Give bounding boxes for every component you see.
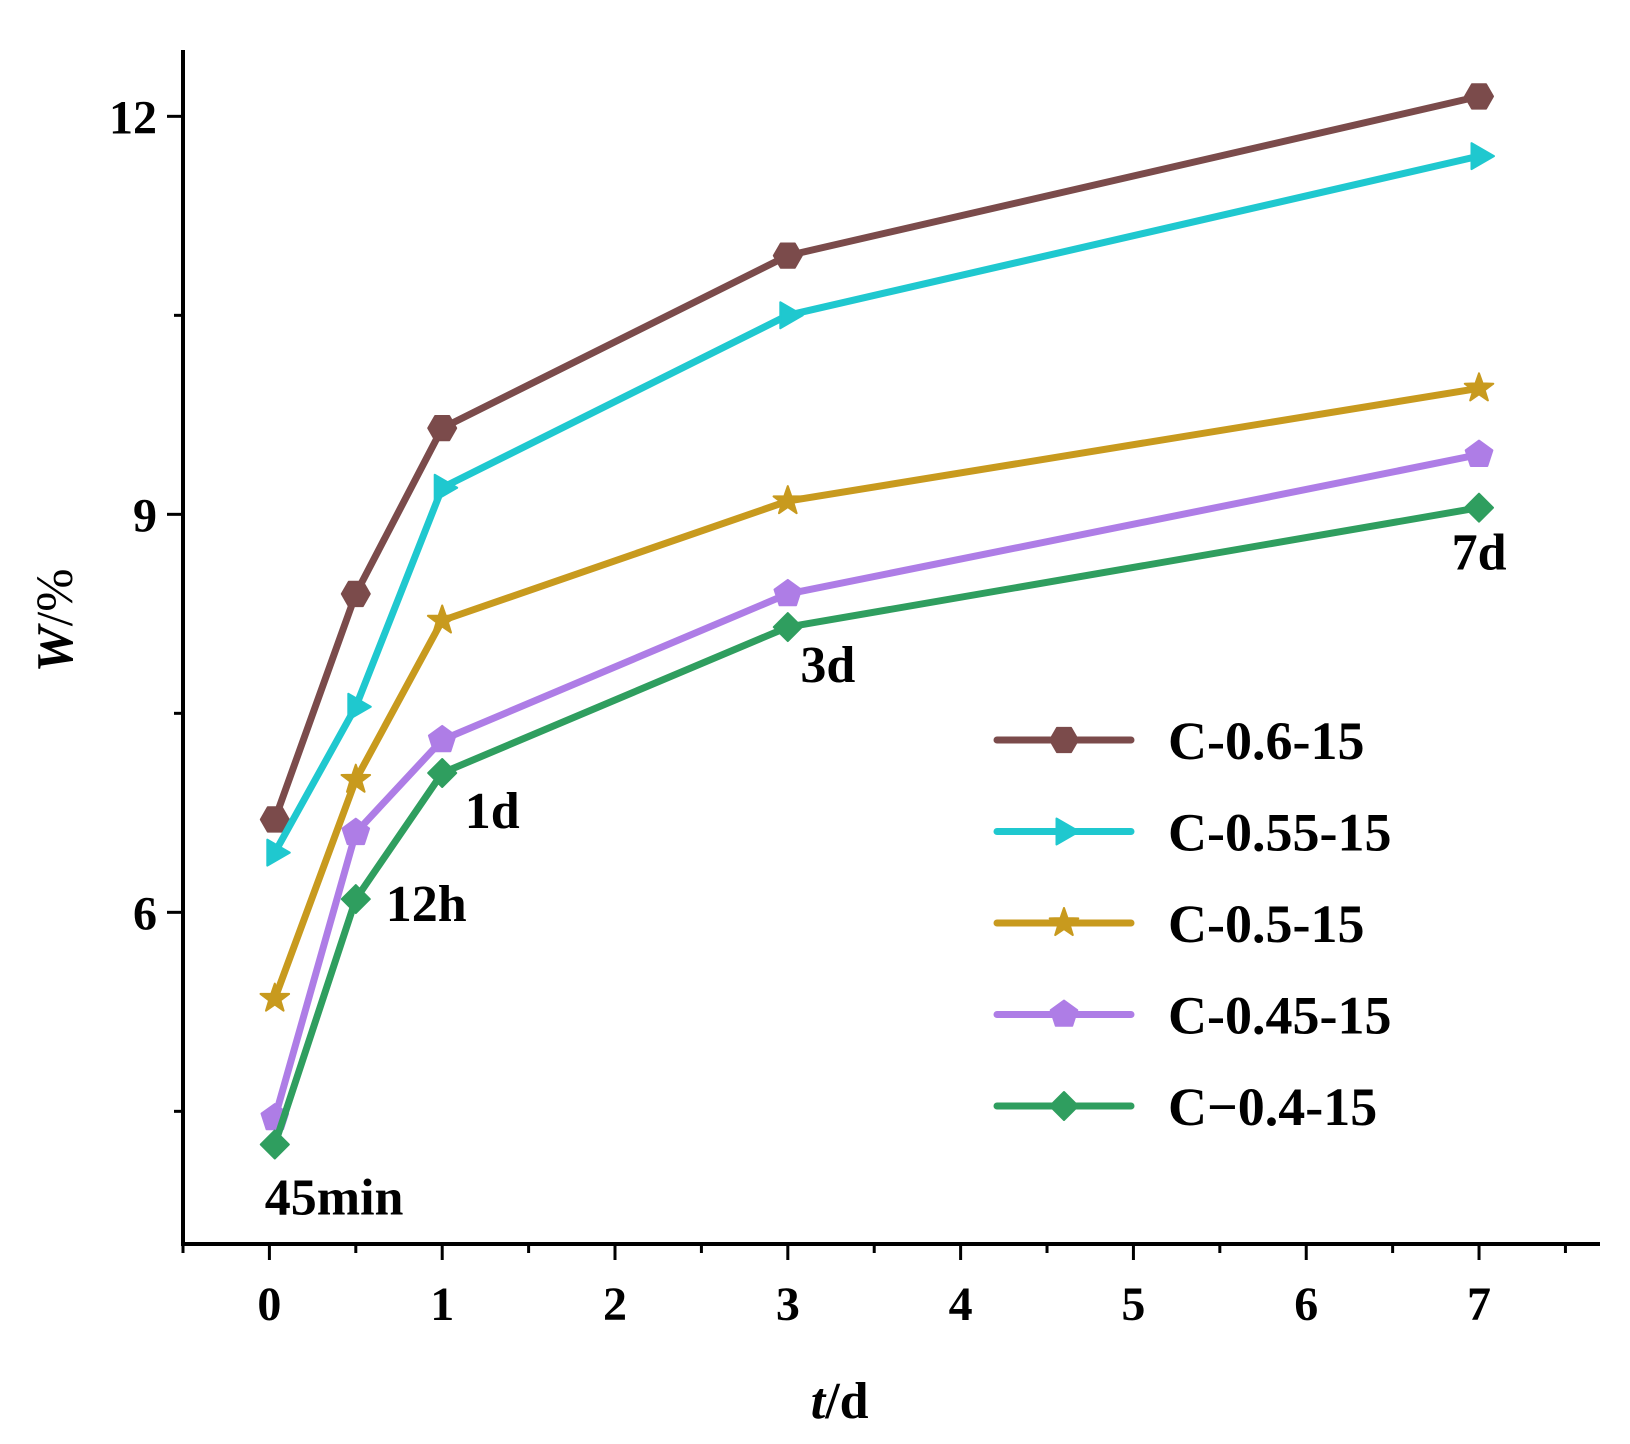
data-point [259, 1129, 290, 1160]
data-point [1470, 142, 1495, 171]
legend-item: C-0.6-15 [993, 711, 1364, 771]
data-point [1464, 83, 1494, 110]
y-tick-label: 9 [133, 489, 157, 542]
data-point [433, 473, 459, 502]
y-axis-title-unit: % [27, 568, 84, 611]
y-tick-label: 12 [109, 91, 157, 144]
time-annotation: 1d [465, 783, 520, 840]
x-tick-label: 4 [949, 1278, 973, 1331]
data-point [340, 884, 371, 915]
data-point [427, 758, 458, 788]
time-annotation: 7d [1452, 525, 1507, 582]
data-point [772, 485, 804, 515]
legend-item: C-0.5-15 [993, 894, 1364, 954]
data-point [340, 580, 371, 608]
legend-label: C-0.6-15 [1168, 711, 1364, 771]
legend-label: C-0.45-15 [1168, 986, 1391, 1046]
data-point [1463, 372, 1495, 402]
x-tick-label: 3 [776, 1278, 800, 1331]
data-point [426, 604, 458, 634]
legend-swatch-marker [1049, 1091, 1079, 1121]
data-point [1464, 439, 1494, 467]
legend-swatch-marker [1055, 817, 1080, 846]
x-axis-title-sep: / [824, 1373, 840, 1430]
y-axis-title-sep: / [27, 611, 84, 626]
x-tick-label: 2 [603, 1278, 627, 1331]
data-point [772, 242, 803, 269]
data-point [341, 817, 371, 846]
x-tick-label: 0 [257, 1278, 281, 1331]
legend-item: C−0.4-15 [993, 1077, 1377, 1137]
time-annotation: 12h [386, 876, 467, 933]
data-point [779, 301, 804, 330]
x-tick-label: 5 [1121, 1278, 1145, 1331]
x-axis-title-var: t [811, 1373, 827, 1430]
legend-label: C-0.55-15 [1168, 803, 1391, 863]
data-point [772, 612, 803, 643]
data-point [1464, 492, 1494, 523]
series-1 [259, 83, 1494, 833]
data-point [266, 838, 291, 867]
x-axis-title-unit: d [840, 1373, 869, 1430]
data-point [427, 724, 457, 753]
annotations-layer: 45min 12h 1d 3d 7d [265, 525, 1507, 1227]
legend-swatch-marker [1048, 907, 1080, 937]
y-axis-title-var: W [27, 622, 84, 672]
data-point [773, 578, 803, 607]
legend-item: C-0.45-15 [993, 986, 1391, 1046]
series-2 [266, 142, 1495, 867]
data-point [259, 806, 290, 833]
x-tick-label: 7 [1467, 1278, 1491, 1331]
series-4 [260, 439, 1494, 1131]
data-point [259, 982, 291, 1012]
legend-label: C−0.4-15 [1168, 1077, 1377, 1137]
y-axis-title: W/% [27, 568, 84, 672]
legend-swatch-marker [1049, 999, 1079, 1027]
x-tick-label: 6 [1294, 1278, 1318, 1331]
x-axis-title: t/d [811, 1373, 869, 1430]
time-annotation: 45min [265, 1170, 404, 1227]
data-point [427, 415, 458, 442]
data-point [340, 763, 372, 793]
legend-swatch-marker [1049, 726, 1079, 754]
legend: C-0.6-15 C-0.55-15 C-0.5-15 C-0.45-15 C−0.4-… [993, 711, 1391, 1137]
x-tick-label: 1 [430, 1278, 454, 1331]
legend-item: C-0.55-15 [993, 803, 1391, 863]
series-layer [259, 83, 1495, 1160]
legend-label: C-0.5-15 [1168, 894, 1364, 954]
time-annotation: 3d [800, 637, 855, 694]
y-tick-label: 6 [133, 887, 157, 940]
series-3 [259, 372, 1495, 1012]
data-point [347, 692, 372, 721]
series-5 [259, 492, 1494, 1160]
